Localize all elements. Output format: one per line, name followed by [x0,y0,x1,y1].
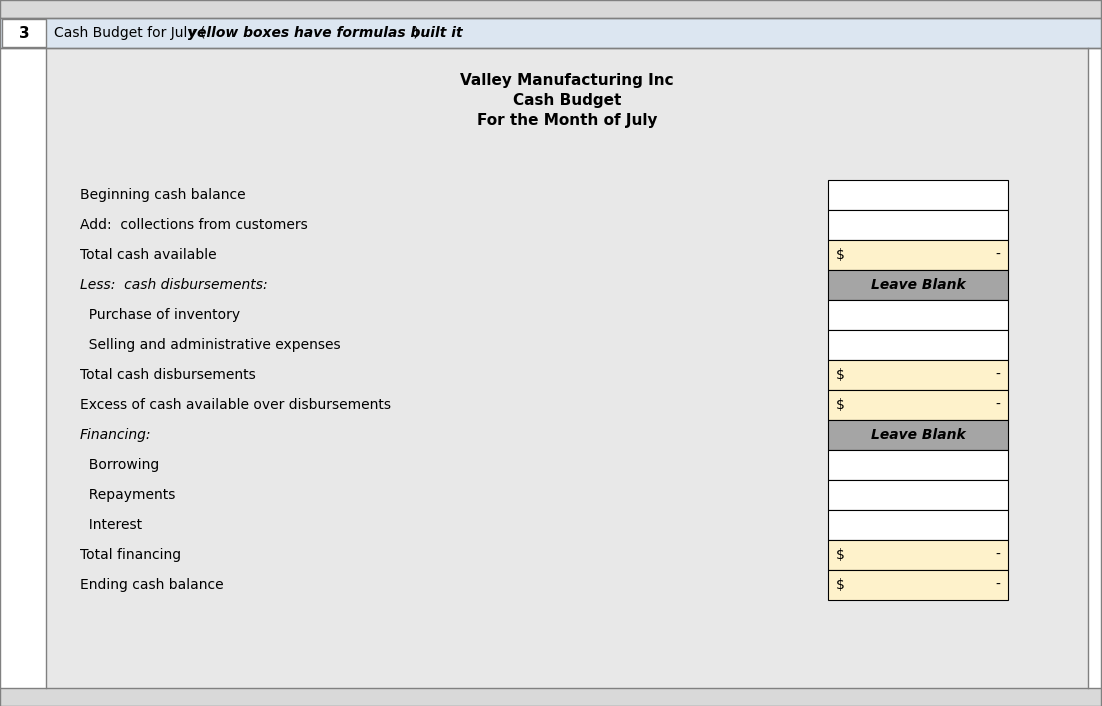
Text: Cash Budget: Cash Budget [512,92,622,107]
Text: For the Month of July: For the Month of July [477,112,657,128]
Text: -: - [995,398,1000,412]
Text: -: - [995,368,1000,382]
Text: Leave Blank: Leave Blank [871,428,965,442]
Text: Cash Budget for July (: Cash Budget for July ( [54,26,205,40]
Text: Selling and administrative expenses: Selling and administrative expenses [80,338,341,352]
Text: yellow boxes have formulas built it: yellow boxes have formulas built it [188,26,463,40]
Text: Beginning cash balance: Beginning cash balance [80,188,246,202]
Text: $: $ [836,398,845,412]
Text: $: $ [836,578,845,592]
Text: Add:  collections from customers: Add: collections from customers [80,218,307,232]
Text: Purchase of inventory: Purchase of inventory [80,308,240,322]
Bar [828,570,1008,600]
Bar [828,210,1008,240]
Text: Leave Blank: Leave Blank [871,278,965,292]
Text: -: - [995,548,1000,562]
Bar [828,270,1008,300]
Text: ): ) [409,26,419,40]
Bar [2,19,46,47]
Bar [0,48,46,688]
Bar [0,18,1102,48]
Text: Valley Manufacturing Inc: Valley Manufacturing Inc [461,73,673,88]
Text: Ending cash balance: Ending cash balance [80,578,224,592]
Bar [828,390,1008,420]
Text: 3: 3 [19,25,30,40]
Text: -: - [995,578,1000,592]
Bar [828,330,1008,360]
Bar [0,688,1102,706]
Text: Borrowing: Borrowing [80,458,160,472]
Text: -: - [995,248,1000,262]
Bar [828,540,1008,570]
Text: Total cash available: Total cash available [80,248,217,262]
Text: Repayments: Repayments [80,488,175,502]
Text: Financing:: Financing: [80,428,151,442]
Bar [828,240,1008,270]
Bar [0,0,1102,18]
Text: Excess of cash available over disbursements: Excess of cash available over disburseme… [80,398,391,412]
Bar [828,510,1008,540]
Bar [828,360,1008,390]
Text: Less:  cash disbursements:: Less: cash disbursements: [80,278,268,292]
Text: $: $ [836,248,845,262]
Text: Total financing: Total financing [80,548,181,562]
Text: $: $ [836,368,845,382]
Bar [828,420,1008,450]
Bar [828,300,1008,330]
Bar [828,450,1008,480]
Bar [1088,48,1102,688]
Bar [828,180,1008,210]
Text: $: $ [836,548,845,562]
Text: Interest: Interest [80,518,142,532]
Text: Total cash disbursements: Total cash disbursements [80,368,256,382]
Bar [828,480,1008,510]
